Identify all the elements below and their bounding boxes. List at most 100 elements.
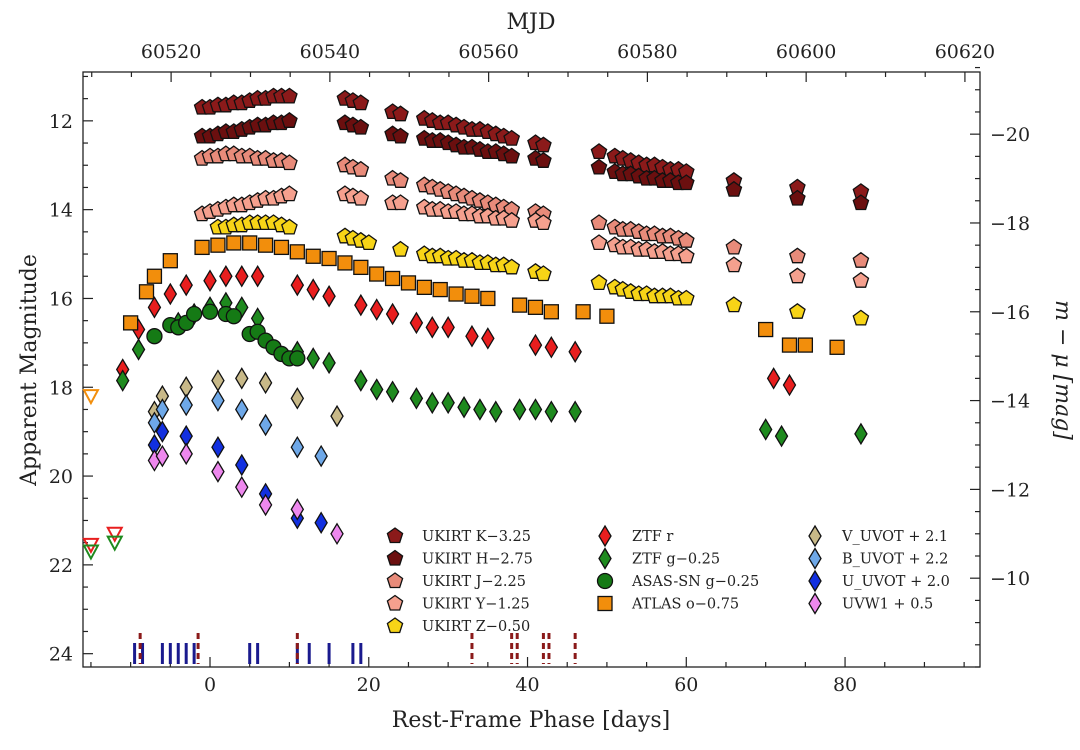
data-point [544,336,559,359]
data-point [774,424,789,448]
data-point [273,239,290,256]
data-point [599,308,615,324]
data-point [543,304,559,320]
right-axis-label: m − μ [mag] [1050,300,1075,440]
data-point [211,435,225,459]
data-point [146,328,163,345]
data-point [235,367,249,390]
data-point [758,418,773,441]
data-point [385,302,400,326]
data-point [480,290,496,307]
data-point [465,324,479,348]
data-point [163,282,178,306]
data-point [590,214,608,231]
legend-label: ZTF g−0.25 [632,552,720,568]
data-point [392,127,409,144]
x-axis-label: Rest-Frame Phase [days] [392,708,670,733]
data-point [425,391,440,415]
data-point [400,275,417,291]
legend-label: B_UVOT + 2.2 [842,552,948,568]
data-point [106,535,124,552]
data-point [766,367,781,390]
data-point [781,337,798,353]
data-point [503,211,521,228]
data-point [789,267,806,284]
data-point [352,160,370,177]
legend-marker [598,524,612,548]
data-point [677,289,695,306]
data-point [179,393,193,417]
data-point [147,411,162,435]
top-tick-label: 60620 [935,41,995,63]
data-point [473,398,487,421]
data-point [441,316,455,339]
data-point [258,371,273,395]
data-point [384,270,401,287]
data-point [464,288,480,304]
legend-label: U_UVOT + 2.0 [842,574,950,590]
data-point [321,250,337,267]
data-point [211,369,225,392]
data-point [185,305,203,323]
data-point [226,235,242,251]
y-tick-label: 12 [49,111,73,133]
legend-marker [808,547,822,570]
data-point [258,493,273,517]
data-point [535,136,552,153]
right-tick-label: −10 [990,568,1030,590]
data-point [758,321,774,338]
top-tick-label: 60600 [776,41,836,63]
data-point [544,400,559,423]
data-point [147,296,162,319]
data-point [201,303,219,320]
x-tick-label: 0 [204,674,216,696]
data-point [854,422,868,446]
data-point [441,391,455,415]
data-point [211,460,225,483]
data-point [352,189,370,206]
data-point [725,256,743,273]
axis-ticks: 0 20 40 60 80 60520 60540 60560 60580 60600 60620 1… [49,41,1030,696]
legend-marker [386,617,404,634]
legend-label: UKIRT K−3.25 [422,529,531,545]
data-point [352,118,370,135]
data-point [281,154,298,171]
legend-label: ATLAS o−0.75 [631,597,739,613]
right-tick-label: −20 [990,124,1030,146]
data-point [829,339,845,355]
legend-label: ZTF r [632,529,673,545]
data-point [211,389,225,412]
data-point [203,269,217,292]
legend-label: UVW1 + 0.5 [842,597,933,613]
right-tick-label: −16 [990,302,1030,324]
data-point [306,278,320,301]
data-point [219,264,233,288]
data-point [82,544,100,561]
series-ukirt-j-2-25 [193,145,870,268]
y-tick-label: 24 [49,644,73,666]
data-point [82,389,100,406]
top-tick-label: 60560 [458,41,518,63]
data-point [852,271,870,288]
data-point [797,337,814,353]
legend-marker [598,547,612,570]
data-point [725,238,743,255]
data-point [489,400,503,423]
series-ukirt-z-0-50 [209,214,870,326]
legend-label: UKIRT H−2.75 [422,552,533,568]
data-point [131,338,146,361]
data-point [290,435,305,459]
right-tick-label: −12 [990,479,1030,501]
series-ukirt-k-3-25 [193,87,870,200]
series-upper-limits-green [82,535,124,561]
data-point [590,158,608,175]
data-point [503,147,521,164]
data-point [409,311,424,335]
data-point [568,340,582,364]
legend-label: UKIRT Y−1.25 [422,597,530,613]
data-point [242,235,258,251]
data-point [677,174,695,191]
series-ukirt-h-2-75 [193,111,870,211]
data-point [503,129,521,146]
data-point [322,351,336,375]
